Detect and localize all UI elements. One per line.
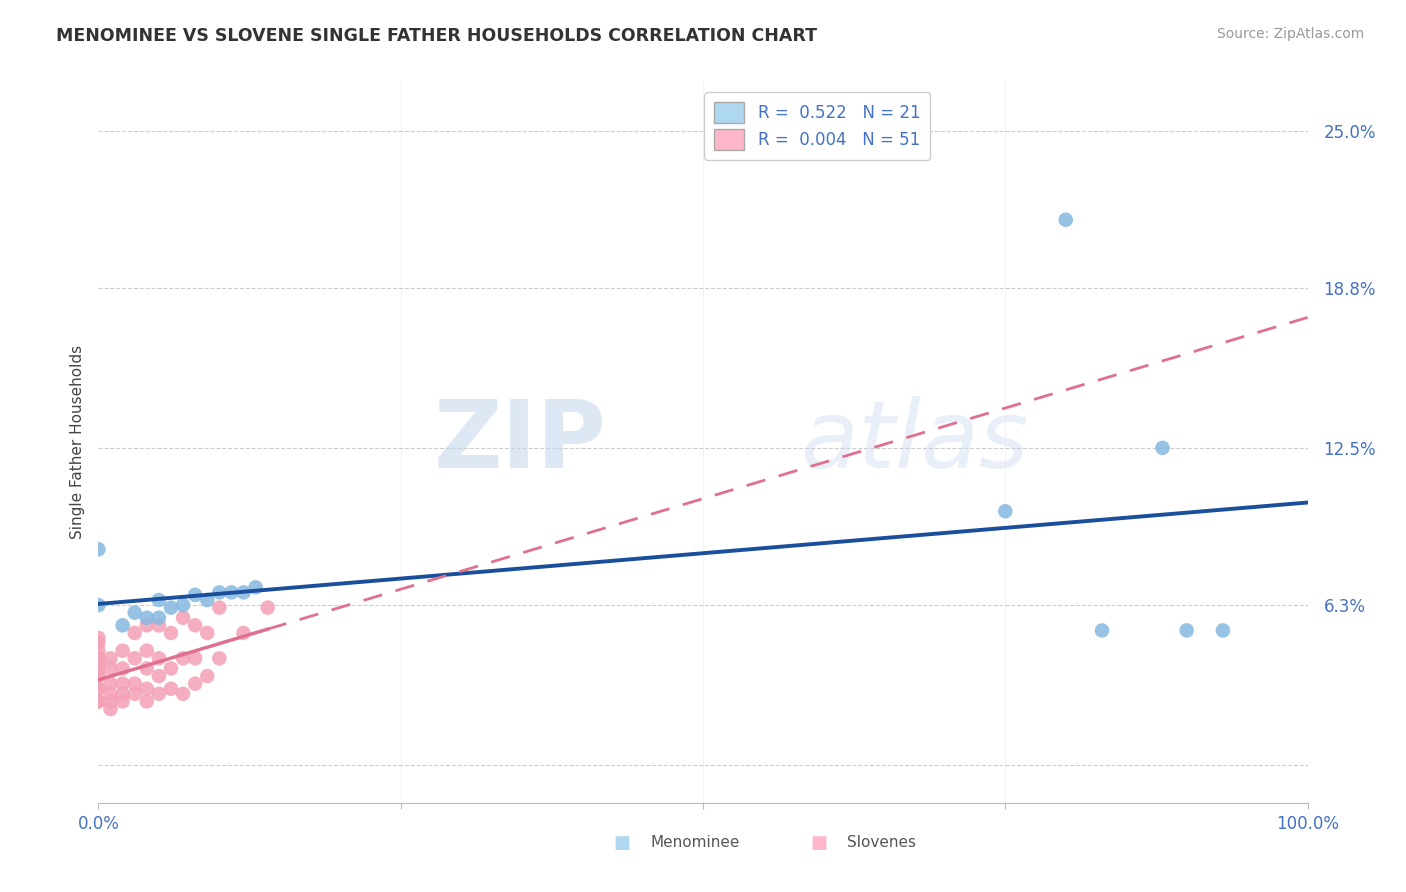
Point <box>195 593 218 607</box>
Point <box>135 661 157 675</box>
Text: MENOMINEE VS SLOVENE SINGLE FATHER HOUSEHOLDS CORRELATION CHART: MENOMINEE VS SLOVENE SINGLE FATHER HOUSE… <box>56 27 817 45</box>
Point <box>111 661 134 675</box>
Point <box>100 676 122 690</box>
Point <box>135 694 157 708</box>
Point <box>1212 624 1234 638</box>
Point <box>160 681 183 696</box>
Point <box>148 593 170 607</box>
Point <box>195 669 218 683</box>
Point <box>87 681 110 696</box>
Point <box>87 661 110 675</box>
Text: atlas: atlas <box>800 396 1028 487</box>
Point <box>87 636 110 650</box>
Text: ZIP: ZIP <box>433 395 606 488</box>
Point <box>148 611 170 625</box>
Point <box>124 606 146 620</box>
Legend: R =  0.522   N = 21, R =  0.004   N = 51: R = 0.522 N = 21, R = 0.004 N = 51 <box>704 92 931 160</box>
Point <box>1054 212 1077 227</box>
Point <box>1091 624 1114 638</box>
Point <box>111 687 134 701</box>
Point <box>124 651 146 665</box>
Point <box>100 702 122 716</box>
Point <box>87 651 110 665</box>
Point <box>135 611 157 625</box>
Point <box>87 631 110 645</box>
Text: Slovenes: Slovenes <box>846 836 917 850</box>
Y-axis label: Single Father Households: Single Father Households <box>69 344 84 539</box>
Point <box>160 626 183 640</box>
Point <box>184 676 207 690</box>
Point <box>100 661 122 675</box>
Point <box>87 669 110 683</box>
Point <box>208 585 231 599</box>
Point <box>245 580 267 594</box>
Point <box>124 676 146 690</box>
Point <box>208 600 231 615</box>
Point <box>160 600 183 615</box>
Point <box>994 504 1017 518</box>
Point <box>100 651 122 665</box>
Point <box>256 600 278 615</box>
Point <box>87 643 110 657</box>
Point <box>124 687 146 701</box>
Point <box>232 626 254 640</box>
Point <box>148 651 170 665</box>
Point <box>87 657 110 671</box>
Point <box>135 618 157 632</box>
Point <box>148 618 170 632</box>
Text: Source: ZipAtlas.com: Source: ZipAtlas.com <box>1216 27 1364 41</box>
Point <box>148 669 170 683</box>
Point <box>172 687 194 701</box>
Text: ■: ■ <box>613 834 631 852</box>
Point <box>87 598 110 612</box>
Text: ■: ■ <box>810 834 828 852</box>
Point <box>135 643 157 657</box>
Point <box>232 585 254 599</box>
Point <box>111 643 134 657</box>
Point <box>135 681 157 696</box>
Point <box>172 598 194 612</box>
Point <box>111 676 134 690</box>
Point <box>1152 441 1174 455</box>
Point <box>208 651 231 665</box>
Point <box>221 585 243 599</box>
Point <box>87 694 110 708</box>
Point <box>87 669 110 683</box>
Point <box>184 588 207 602</box>
Point <box>160 661 183 675</box>
Point <box>172 611 194 625</box>
Point <box>172 651 194 665</box>
Point <box>184 651 207 665</box>
Point <box>124 626 146 640</box>
Point <box>148 687 170 701</box>
Point <box>111 694 134 708</box>
Point <box>1175 624 1198 638</box>
Point <box>100 687 122 701</box>
Point <box>195 626 218 640</box>
Point <box>87 681 110 696</box>
Point <box>87 694 110 708</box>
Point <box>184 618 207 632</box>
Text: Menominee: Menominee <box>650 836 740 850</box>
Point <box>111 618 134 632</box>
Point <box>100 694 122 708</box>
Point <box>87 542 110 557</box>
